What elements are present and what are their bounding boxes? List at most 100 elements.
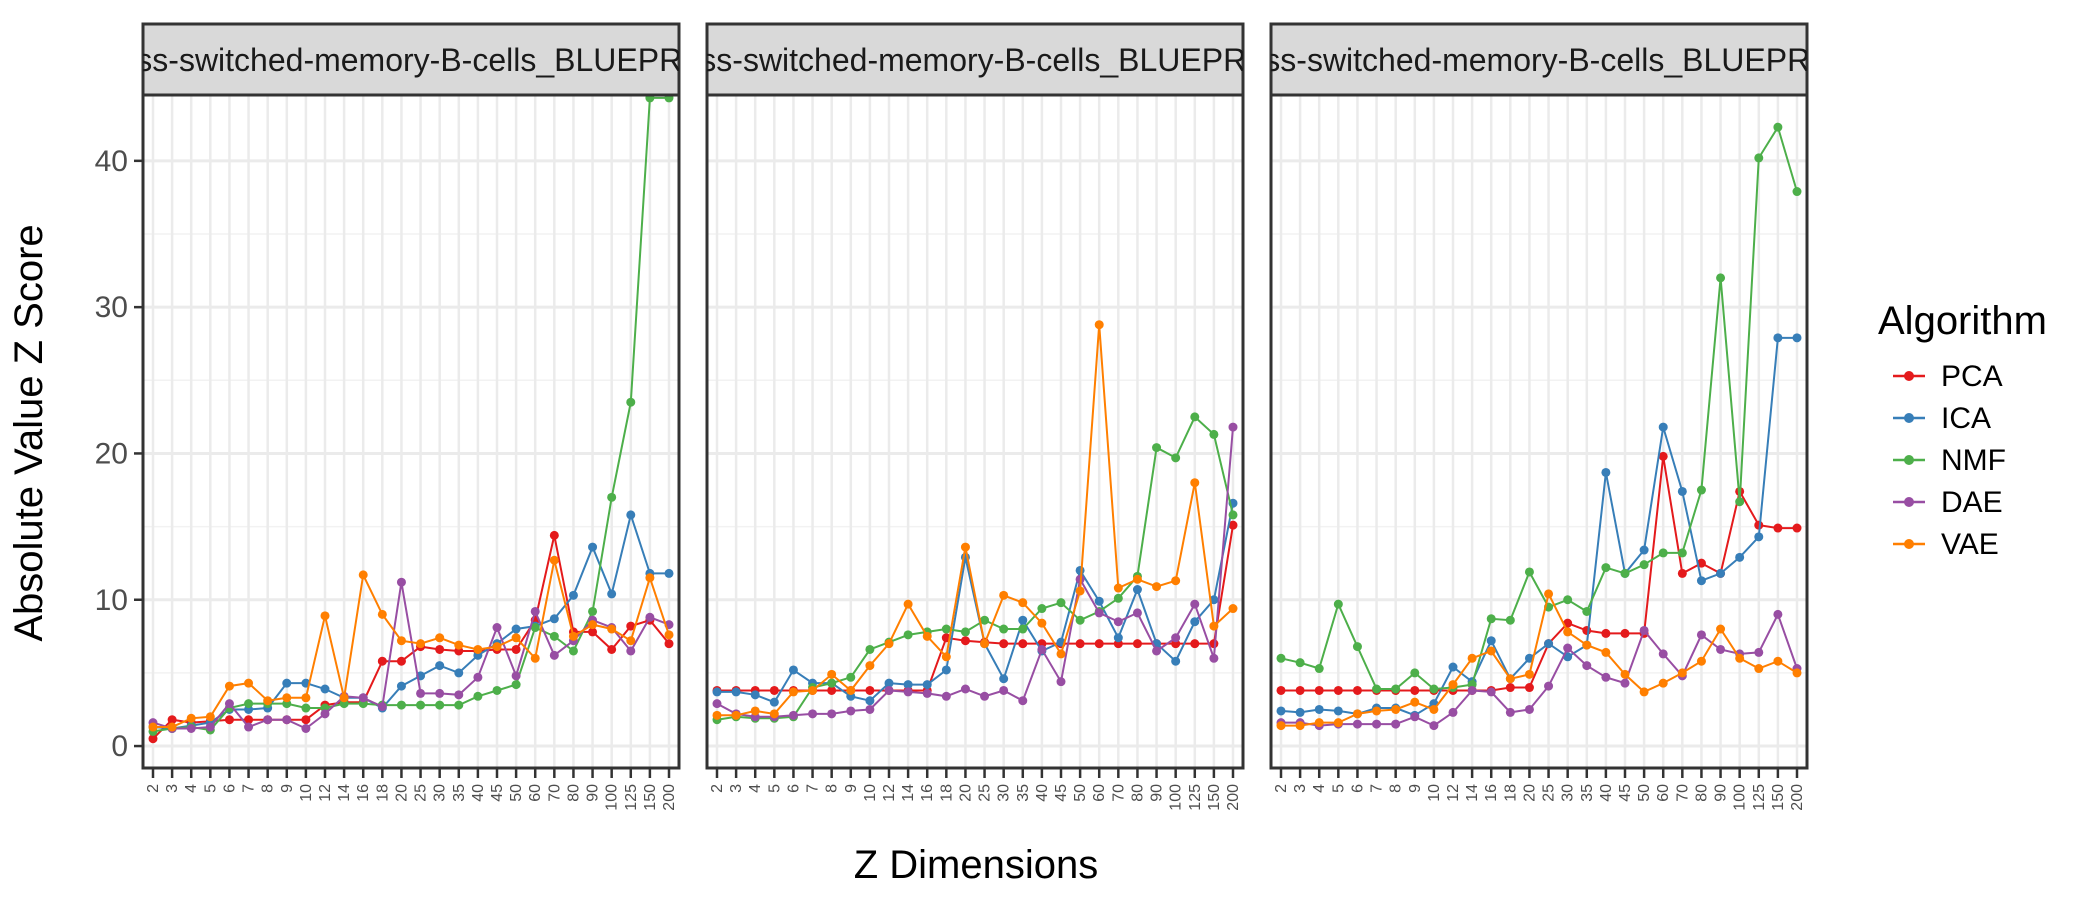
data-point-vae	[1582, 640, 1592, 650]
x-tick-label: 20	[957, 784, 974, 802]
data-point-vae	[1228, 604, 1238, 614]
series-line-pca	[1281, 456, 1797, 692]
x-tick-label: 2	[709, 784, 726, 793]
data-point-vae	[588, 620, 598, 630]
data-point-nmf	[1171, 453, 1181, 463]
x-tick-label: 2	[1273, 784, 1290, 793]
data-point-dae	[626, 646, 636, 656]
x-tick-label: 18	[1502, 784, 1519, 802]
data-point-nmf	[1524, 567, 1534, 577]
x-axis-label: Z Dimensions	[854, 843, 1099, 887]
x-tick-label: 9	[279, 784, 296, 793]
data-point-vae	[903, 599, 913, 609]
data-point-dae	[884, 685, 894, 695]
facet-strip-label: Class-switched-memory-B-cells_BLUEPRINT	[652, 42, 1297, 78]
data-point-nmf	[1209, 429, 1219, 439]
x-tick-label: 25	[1541, 784, 1558, 802]
legend-key-point	[1904, 539, 1914, 549]
data-point-pca	[301, 715, 311, 725]
data-point-nmf	[1113, 593, 1123, 603]
data-point-pca	[1018, 639, 1028, 649]
data-point-vae	[1372, 706, 1382, 716]
data-point-nmf	[1190, 412, 1200, 422]
data-point-ica	[1333, 706, 1343, 716]
data-point-nmf	[1773, 122, 1783, 132]
data-point-dae	[827, 709, 837, 719]
facet-strip	[1269, 22, 1809, 97]
data-point-ica	[435, 661, 445, 671]
data-point-vae	[1792, 668, 1802, 678]
data-point-pca	[1132, 639, 1142, 649]
data-point-pca	[549, 530, 559, 540]
data-point-dae	[549, 650, 559, 660]
x-tick-label: 50	[1636, 784, 1653, 802]
data-point-nmf	[903, 630, 913, 640]
x-tick-label: 14	[336, 784, 353, 802]
data-point-pca	[865, 685, 875, 695]
data-point-pca	[377, 656, 387, 666]
data-point-dae	[1152, 646, 1162, 656]
data-point-nmf	[1314, 664, 1324, 674]
data-point-pca	[1190, 639, 1200, 649]
data-point-dae	[903, 687, 913, 697]
data-point-dae	[1601, 672, 1611, 682]
facet-panel: Class-switched-memory-B-cells_BLUEPRINT 2…	[95, 22, 681, 811]
y-tick-label: 20	[95, 437, 128, 470]
data-point-ica	[1792, 333, 1802, 343]
data-point-pca	[224, 715, 234, 725]
data-point-ica	[1094, 596, 1104, 606]
y-tick-label: 0	[111, 730, 128, 763]
x-tick-label: 60	[1091, 784, 1108, 802]
data-point-dae	[808, 709, 818, 719]
data-point-vae	[884, 639, 894, 649]
data-point-pca	[1314, 685, 1324, 695]
data-point-nmf	[530, 623, 540, 633]
data-point-pca	[1352, 685, 1362, 695]
legend: Algorithm PCA ICA NMF DAE VAE	[1878, 299, 2047, 561]
data-point-pca	[1620, 628, 1630, 638]
data-point-ica	[588, 542, 598, 552]
data-point-ica	[884, 678, 894, 688]
data-point-pca	[1410, 685, 1420, 695]
data-point-vae	[788, 687, 798, 697]
data-point-dae	[205, 722, 215, 732]
legend-key-point	[1904, 371, 1914, 381]
legend-label: PCA	[1941, 360, 2003, 393]
data-point-dae	[960, 684, 970, 694]
x-tick-label: 16	[919, 784, 936, 802]
data-point-dae	[416, 688, 426, 698]
data-point-ica	[1018, 615, 1028, 625]
x-tick-label: 4	[1311, 784, 1328, 793]
data-point-pca	[435, 644, 445, 654]
x-tick-label: 50	[1072, 784, 1089, 802]
data-point-nmf	[1037, 604, 1047, 614]
data-point-nmf	[511, 680, 521, 690]
x-tick-label: 80	[565, 784, 582, 802]
data-point-dae	[1524, 704, 1534, 714]
legend-key-point	[1904, 413, 1914, 423]
data-point-nmf	[396, 700, 406, 710]
data-point-pca	[396, 656, 406, 666]
data-point-dae	[1716, 644, 1726, 654]
x-tick-label: 16	[355, 784, 372, 802]
data-point-nmf	[1601, 563, 1611, 573]
x-tick-label: 80	[1693, 784, 1710, 802]
x-tick-label: 5	[202, 784, 219, 793]
data-point-dae	[282, 715, 292, 725]
data-point-pca	[1333, 685, 1343, 695]
x-tick-label: 45	[1617, 784, 1634, 802]
data-point-pca	[511, 644, 521, 654]
series-line-dae	[716, 427, 1234, 718]
x-tick-label: 10	[298, 784, 315, 802]
series-line-vae	[1281, 591, 1798, 727]
data-point-nmf	[1352, 642, 1362, 652]
legend-label: VAE	[1941, 528, 1999, 561]
data-point-dae	[1228, 422, 1238, 432]
data-point-dae	[1639, 625, 1649, 635]
legend-title: Algorithm	[1878, 299, 2047, 343]
data-point-pca	[588, 627, 598, 637]
data-point-nmf	[1505, 615, 1515, 625]
data-point-dae	[1582, 661, 1592, 671]
data-point-vae	[750, 706, 760, 716]
